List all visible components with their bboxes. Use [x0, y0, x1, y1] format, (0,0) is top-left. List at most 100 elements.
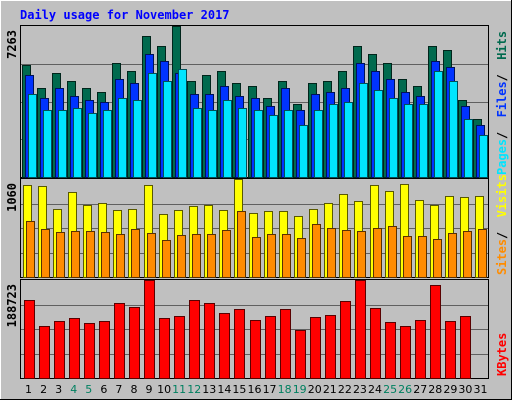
x-tick-label: 30	[458, 383, 472, 396]
ymax-label-visits-sites: 1060	[5, 183, 19, 212]
bar-kbytes-day-26	[400, 326, 411, 379]
chart-title: Daily usage for November 2017	[20, 8, 230, 22]
bar-kbytes-day-6	[99, 321, 110, 379]
bar-sites-day-3	[56, 232, 65, 278]
bar-pages-day-8	[133, 100, 142, 178]
legend-sites: Sites	[495, 239, 509, 275]
x-tick-label: 19	[293, 383, 307, 396]
x-tick-label: 29	[443, 383, 457, 396]
bar-pages-day-22	[344, 102, 353, 178]
bar-pages-day-30	[464, 119, 473, 178]
bar-kbytes-day-8	[129, 307, 140, 379]
legend-files: Files	[495, 81, 509, 117]
x-tick-label: 24	[368, 383, 382, 396]
bar-pages-day-19	[299, 125, 308, 178]
bar-pages-day-3	[58, 110, 67, 178]
x-tick-label: 14	[217, 383, 231, 396]
bar-sites-day-14	[222, 230, 231, 278]
bar-pages-day-24	[374, 90, 383, 178]
x-tick-label: 3	[55, 383, 62, 396]
bar-kbytes-day-28	[430, 285, 441, 379]
x-tick-label: 10	[157, 383, 171, 396]
bar-kbytes-day-16	[250, 320, 261, 379]
bar-sites-day-7	[116, 234, 125, 278]
bar-pages-day-10	[163, 81, 172, 178]
bar-sites-day-30	[463, 231, 472, 278]
bar-kbytes-day-13	[204, 303, 215, 379]
bar-pages-day-4	[73, 108, 82, 178]
bar-sites-day-15	[237, 211, 246, 278]
bar-pages-day-6	[103, 110, 112, 178]
x-tick-label: 21	[323, 383, 337, 396]
legend-kbytes: KBytes	[495, 333, 509, 376]
bar-pages-day-12	[193, 108, 202, 178]
bar-sites-day-20	[312, 224, 321, 278]
x-tick-label: 4	[70, 383, 77, 396]
x-tick-label: 27	[413, 383, 427, 396]
x-tick-label: 23	[353, 383, 367, 396]
x-tick-label: 12	[187, 383, 201, 396]
bar-kbytes-day-11	[174, 316, 185, 379]
bar-sites-day-29	[448, 233, 457, 278]
bar-pages-day-27	[419, 104, 428, 178]
bar-pages-day-13	[208, 110, 217, 178]
bar-pages-day-18	[284, 110, 293, 178]
bar-kbytes-day-23	[355, 280, 366, 379]
bar-pages-day-31	[479, 135, 488, 178]
bar-sites-day-23	[357, 231, 366, 278]
bar-pages-day-29	[449, 81, 458, 178]
ymax-label-kbytes: 188723	[5, 284, 19, 327]
legend-separator: /	[495, 132, 509, 139]
bar-kbytes-day-12	[189, 300, 200, 379]
bar-pages-day-15	[238, 108, 247, 178]
bar-kbytes-day-17	[265, 316, 276, 379]
bar-pages-day-14	[223, 100, 232, 178]
bar-kbytes-day-20	[310, 317, 321, 379]
bar-kbytes-day-9	[144, 280, 155, 379]
bar-pages-day-1	[28, 94, 37, 178]
x-tick-label: 7	[115, 383, 122, 396]
bar-kbytes-day-10	[159, 318, 170, 379]
bar-kbytes-day-19	[295, 330, 306, 379]
bar-sites-day-10	[162, 240, 171, 278]
x-tick-label: 31	[473, 383, 487, 396]
x-tick-label: 2	[40, 383, 47, 396]
x-tick-label: 20	[308, 383, 322, 396]
bar-sites-day-6	[101, 232, 110, 278]
bar-kbytes-day-1	[24, 300, 35, 379]
bar-pages-day-26	[404, 104, 413, 178]
x-tick-label: 22	[338, 383, 352, 396]
bar-sites-day-8	[131, 229, 140, 278]
x-tick-label: 11	[172, 383, 186, 396]
bar-sites-day-1	[26, 221, 35, 278]
bar-sites-day-17	[267, 234, 276, 278]
bar-kbytes-day-30	[460, 316, 471, 379]
bar-kbytes-day-22	[340, 301, 351, 379]
x-tick-label: 16	[248, 383, 262, 396]
bar-pages-day-21	[329, 104, 338, 178]
bar-sites-day-24	[373, 228, 382, 278]
x-tick-label: 8	[130, 383, 137, 396]
x-tick-label: 13	[202, 383, 216, 396]
bar-sites-day-21	[327, 228, 336, 278]
bar-kbytes-day-5	[84, 323, 95, 379]
x-tick-label: 9	[146, 383, 153, 396]
x-tick-label: 18	[278, 383, 292, 396]
x-tick-label: 6	[100, 383, 107, 396]
bar-pages-day-17	[269, 115, 278, 178]
bar-pages-day-25	[389, 98, 398, 178]
bar-sites-day-27	[418, 236, 427, 278]
bar-kbytes-day-18	[280, 309, 291, 379]
bar-sites-day-11	[177, 235, 186, 278]
legend-separator: /	[495, 232, 509, 239]
x-tick-label: 28	[428, 383, 442, 396]
bar-pages-day-11	[178, 69, 187, 178]
bar-pages-day-23	[359, 83, 368, 178]
x-tick-label: 5	[85, 383, 92, 396]
bar-pages-day-5	[88, 113, 97, 178]
bar-pages-day-2	[43, 110, 52, 178]
bar-sites-day-26	[403, 236, 412, 278]
